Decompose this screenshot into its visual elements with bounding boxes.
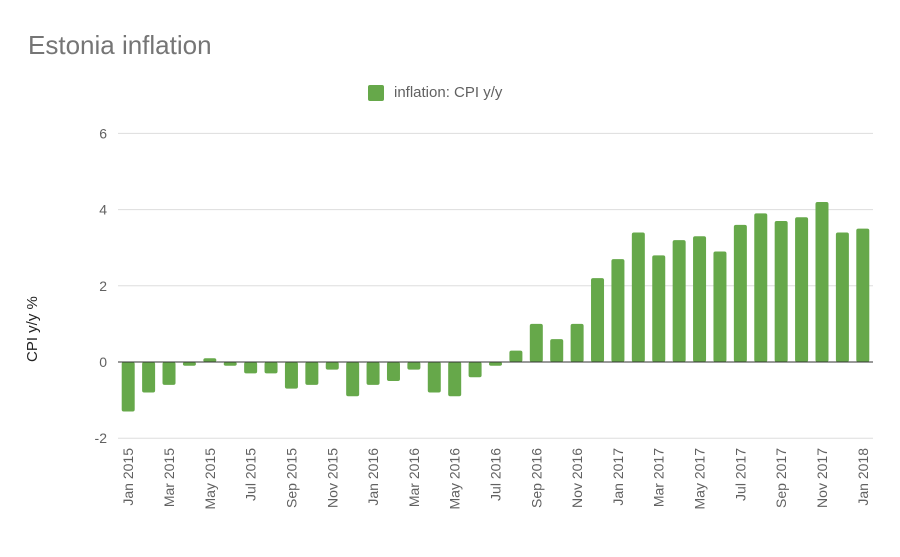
chart-title: Estonia inflation xyxy=(28,30,212,60)
bar xyxy=(182,362,196,366)
bar xyxy=(570,323,584,362)
legend-label: inflation: CPI y/y xyxy=(394,84,503,101)
x-tick-label: Mar 2016 xyxy=(406,448,422,507)
x-tick-label: Jul 2017 xyxy=(732,448,748,501)
bar xyxy=(652,255,666,362)
bar xyxy=(754,213,768,362)
x-tick-label: May 2015 xyxy=(202,448,218,510)
x-tick-label: Nov 2017 xyxy=(814,448,830,508)
legend-swatch xyxy=(368,84,384,101)
y-tick-label: 2 xyxy=(99,278,107,294)
x-tick-label: Jul 2016 xyxy=(488,448,504,501)
x-tick-label: Sep 2017 xyxy=(773,448,789,508)
bar xyxy=(713,251,727,362)
bar xyxy=(386,362,400,382)
bar xyxy=(305,362,319,385)
bar xyxy=(448,362,462,397)
x-tick-label: May 2016 xyxy=(447,448,463,510)
x-tick-label: Nov 2016 xyxy=(569,448,585,508)
bar xyxy=(407,362,421,370)
bar xyxy=(121,362,135,412)
legend[interactable]: inflation: CPI y/y xyxy=(368,84,502,101)
bar xyxy=(346,362,360,397)
bar xyxy=(468,362,482,378)
bar xyxy=(733,224,747,362)
x-tick-label: Jan 2017 xyxy=(610,448,626,506)
x-tick-label: Sep 2015 xyxy=(283,448,299,508)
bar xyxy=(366,362,380,385)
bar xyxy=(264,362,278,374)
bar xyxy=(774,221,788,362)
bar xyxy=(631,232,645,362)
y-tick-label: 6 xyxy=(99,125,107,141)
bar xyxy=(856,228,870,362)
bar xyxy=(795,217,809,362)
y-tick-label: 0 xyxy=(99,354,107,370)
bar xyxy=(284,362,298,389)
bar xyxy=(672,240,686,362)
x-tick-label: Mar 2015 xyxy=(161,448,177,507)
bar xyxy=(509,350,523,362)
bar xyxy=(325,362,339,370)
bar xyxy=(203,358,217,362)
bar xyxy=(223,362,237,366)
bar xyxy=(529,323,543,362)
y-tick-label: 4 xyxy=(99,202,107,218)
bar xyxy=(142,362,156,393)
bar xyxy=(244,362,258,374)
bar xyxy=(162,362,176,385)
bar xyxy=(693,236,707,362)
bar xyxy=(815,201,829,362)
x-tick-label: Jul 2015 xyxy=(243,448,259,501)
bar xyxy=(427,362,441,393)
x-tick-label: Sep 2016 xyxy=(528,448,544,508)
x-tick-label: May 2017 xyxy=(692,448,708,510)
bar xyxy=(611,259,625,362)
x-tick-label: Nov 2015 xyxy=(324,448,340,508)
bar xyxy=(550,339,564,362)
x-tick-label: Jan 2015 xyxy=(120,448,136,506)
x-tick-label: Jan 2018 xyxy=(855,448,871,506)
bar xyxy=(591,278,605,362)
x-tick-label: Mar 2017 xyxy=(651,448,667,507)
bar xyxy=(835,232,849,362)
y-tick-label: -2 xyxy=(95,430,108,446)
x-tick-label: Jan 2016 xyxy=(365,448,381,506)
bar xyxy=(489,362,502,366)
